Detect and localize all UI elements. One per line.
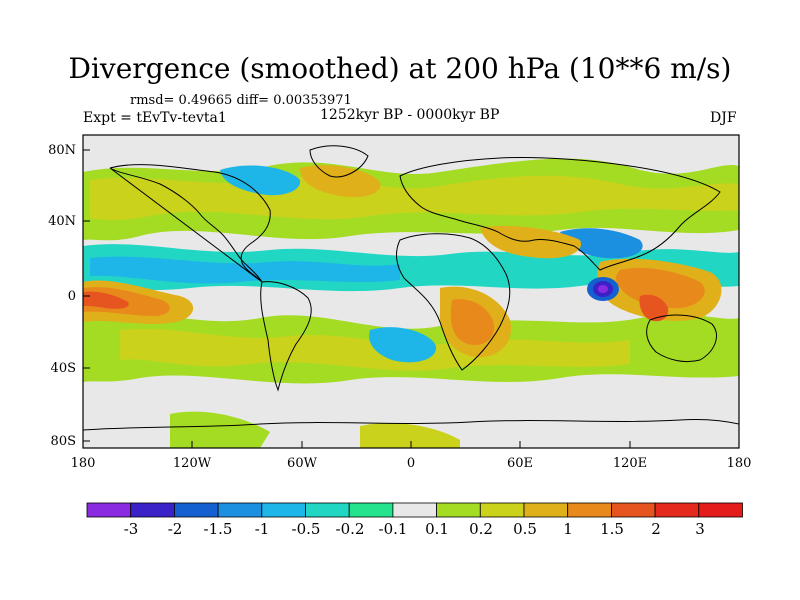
colorbar-box [567, 502, 612, 518]
coast-greenland [309, 145, 369, 178]
field-africa-strong [450, 299, 495, 346]
colorbar-labels: -3 -2 -1.5 -1 -0.5 -0.2 -0.1 0.1 0.2 0.5… [124, 520, 705, 538]
colorbar-box [479, 502, 525, 518]
field-maritime-core [639, 294, 669, 322]
colorbar-box [217, 502, 263, 518]
stats-text: rmsd= 0.49665 diff= 0.00353971 [130, 93, 352, 108]
x-tick-label: 60E [507, 456, 533, 471]
season-label: DJF [710, 110, 737, 126]
colorbar-label: -3 [124, 520, 139, 538]
field-negative-core-inner [598, 285, 608, 293]
field-maritime-strong [616, 267, 705, 309]
colorbar-box [523, 502, 569, 518]
colorbar-label: 3 [695, 520, 705, 538]
field-tropical-negative-strong [90, 256, 400, 284]
colorbar [86, 502, 743, 518]
colorbar-box [86, 502, 132, 518]
colorbar-box [348, 502, 394, 518]
coast-africa [396, 233, 511, 371]
coastlines [83, 145, 739, 431]
x-tick-label: 180 [727, 456, 752, 471]
y-axis: 80N 40N 0 40S 80S [48, 143, 90, 449]
colorbar-box [611, 502, 656, 518]
colorbar-label: 1 [563, 520, 573, 538]
y-tick-label: 40S [51, 361, 76, 376]
field-central-pacific-core [83, 291, 129, 309]
colorbar-label: -2 [168, 520, 183, 538]
colorbar-label: -1 [255, 520, 270, 538]
coast-north-america [109, 164, 271, 283]
coast-south-america [260, 281, 312, 392]
colorbar-label: -0.2 [336, 520, 365, 538]
coast-europe-asia [399, 156, 721, 271]
y-tick-label: 0 [68, 289, 76, 304]
colorbar-box [654, 502, 700, 518]
colorbar-label: 0.2 [469, 520, 493, 538]
field-asia-positive [480, 225, 582, 259]
experiment-label: Expt = tEvTv-tevta1 [83, 110, 227, 126]
x-tick-label: 180 [71, 456, 96, 471]
x-tick-label: 120W [173, 456, 212, 471]
coast-antarctica [83, 419, 739, 431]
y-tick-label: 80N [48, 143, 76, 158]
field-north-atlantic-positive [300, 165, 381, 198]
colorbar-box [261, 502, 306, 518]
colorbar-box [130, 502, 175, 518]
colorbar-label: 0.1 [425, 520, 449, 538]
colorbar-box [392, 502, 437, 518]
colorbar-box [436, 502, 481, 518]
period-label: 1252kyr BP - 0000kyr BP [320, 107, 500, 123]
x-tick-label: 0 [407, 456, 415, 471]
colorbar-label: 2 [651, 520, 661, 538]
field-south-atlantic-negative [369, 327, 437, 363]
colorbar-box [305, 502, 350, 518]
field-southern-ocean-positive-2 [360, 423, 460, 448]
divergence-field [83, 135, 739, 448]
field-southern-ocean-positive [170, 411, 270, 448]
colorbar-label: 1.5 [600, 520, 624, 538]
colorbar-label: 0.5 [513, 520, 537, 538]
colorbar-label: -1.5 [204, 520, 233, 538]
y-tick-label: 40N [48, 214, 76, 229]
x-tick-label: 120E [613, 456, 647, 471]
colorbar-box [173, 502, 219, 518]
x-tick-label: 60W [287, 456, 318, 471]
y-tick-label: 80S [51, 434, 76, 449]
field-north-pacific-negative [220, 165, 301, 196]
plot-title: Divergence (smoothed) at 200 hPa (10**6 … [68, 52, 732, 85]
x-axis: 180 120W 60W 0 60E 120E 180 [71, 441, 752, 471]
colorbar-box [698, 502, 743, 518]
field-band-south-yellow [120, 328, 630, 371]
colorbar-label: -0.5 [292, 520, 321, 538]
coast-australia [646, 314, 717, 363]
colorbar-label: -0.1 [379, 520, 408, 538]
